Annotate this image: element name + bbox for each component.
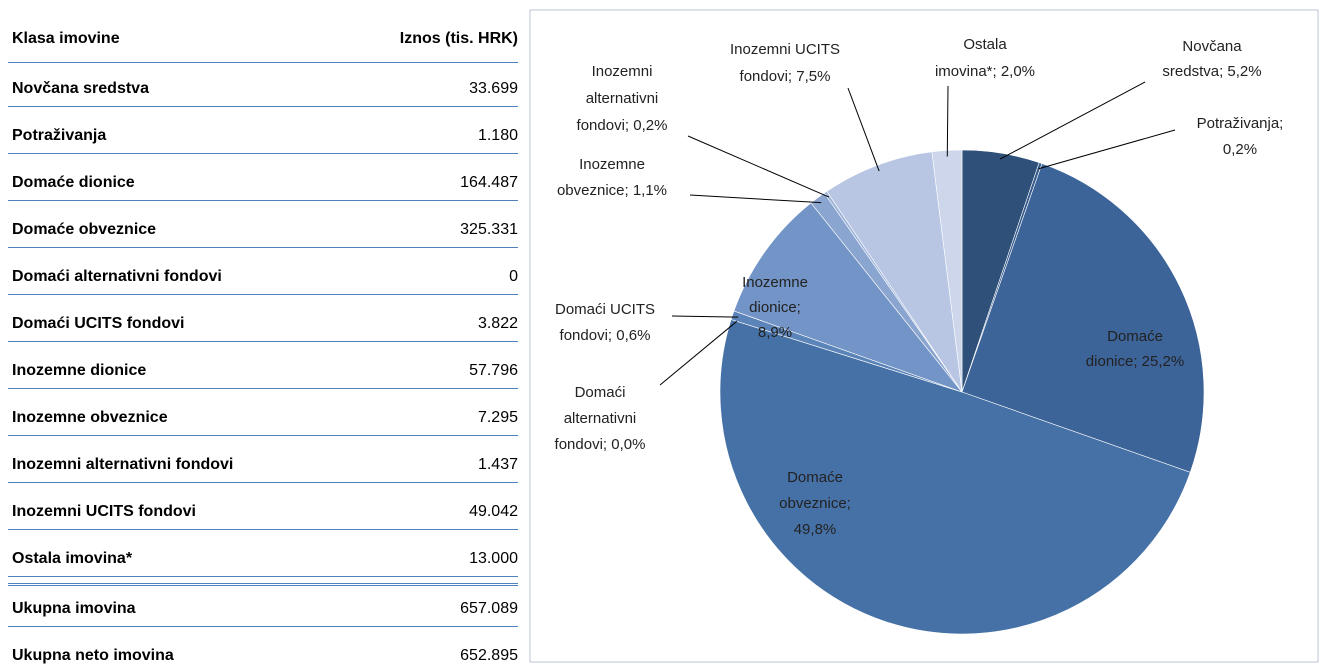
header-line (8, 62, 518, 63)
slice-label: 49,8% (794, 521, 837, 538)
row-value: 13.000 (469, 550, 518, 567)
row-value: 1.437 (477, 456, 518, 473)
slice-label: Inozemni UCITS (730, 41, 840, 58)
row-value: 0 (509, 268, 518, 285)
slice-label: fondovi; 7,5% (740, 68, 831, 85)
row-line (8, 106, 518, 107)
slice-label: Inozemni (592, 63, 653, 80)
double-line (8, 583, 518, 586)
pie-slice (961, 163, 1205, 473)
row-value: 49.042 (469, 503, 518, 520)
slice-label: fondovi; 0,6% (560, 327, 651, 344)
total-label: Ukupna neto imovina (12, 647, 174, 664)
leader-line (847, 87, 880, 172)
slice-label: Domaći (575, 384, 626, 401)
slice-label: fondovi; 0,0% (555, 436, 646, 453)
row-label: Domaći alternativni fondovi (12, 268, 222, 285)
header-cell: Iznos (tis. HRK) (399, 30, 518, 47)
row-value: 164.487 (460, 174, 518, 191)
slice-label: obveznice; (779, 495, 851, 512)
slice-label: fondovi; 0,2% (577, 117, 668, 134)
row-label: Ostala imovina* (12, 550, 133, 567)
row-line (8, 576, 518, 577)
row-label: Inozemni UCITS fondovi (12, 503, 196, 520)
row-value: 57.796 (469, 362, 518, 379)
slice-label: Potraživanja; (1197, 115, 1284, 132)
row-value: 33.699 (469, 80, 518, 97)
row-value: 7.295 (477, 409, 518, 426)
slice-label: dionice; (749, 299, 801, 316)
row-value: 1.180 (477, 127, 518, 144)
row-label: Inozemne obveznice (12, 409, 168, 426)
slice-label: 8,9% (758, 324, 792, 341)
slice-label: alternativni (564, 410, 637, 427)
row-value: 325.331 (460, 221, 518, 238)
row-line (8, 388, 518, 389)
slice-label: sredstva; 5,2% (1162, 63, 1261, 80)
leader-line (659, 320, 738, 386)
row-label: Potraživanja (12, 127, 107, 144)
slice-label: alternativni (586, 90, 659, 107)
slice-label: dionice; 25,2% (1086, 353, 1184, 370)
leader-line (687, 135, 830, 198)
pie-slice (733, 202, 963, 393)
row-label: Domaći UCITS fondovi (12, 315, 185, 332)
row-line (8, 482, 518, 483)
total-label: Ukupna imovina (12, 600, 136, 617)
row-line (8, 529, 518, 530)
row-label: Inozemni alternativni fondovi (12, 456, 234, 473)
leader-line (999, 81, 1146, 160)
row-line (8, 435, 518, 436)
slice-label: Ostala (963, 36, 1007, 53)
slice-label: imovina*; 2,0% (935, 63, 1035, 80)
leader-line (671, 315, 739, 318)
slice-label: Domaće (787, 469, 843, 486)
total-value: 652.895 (460, 647, 518, 664)
row-line (8, 626, 518, 627)
row-label: Inozemne dionice (12, 362, 147, 379)
slice-label: Inozemne (742, 274, 808, 291)
row-label: Domaće obveznice (12, 221, 157, 238)
slice-label: Domaći UCITS (555, 301, 655, 318)
leader-line (689, 194, 822, 204)
slice-label: Novčana (1182, 38, 1242, 55)
total-value: 657.089 (460, 600, 518, 617)
leader-line (1038, 129, 1176, 170)
row-line (8, 294, 518, 295)
row-line (8, 200, 518, 201)
pie-slice (719, 319, 1191, 635)
row-line (8, 247, 518, 248)
row-value: 3.822 (477, 315, 518, 332)
slice-label: obveznice; 1,1% (557, 182, 667, 199)
leader-line (946, 85, 949, 157)
row-label: Domaće dionice (12, 174, 135, 191)
row-line (8, 153, 518, 154)
slice-label: 0,2% (1223, 141, 1257, 158)
chart-frame (529, 9, 1319, 663)
row-label: Novčana sredstva (12, 80, 149, 97)
slice-label: Domaće (1107, 328, 1163, 345)
header-cell: Klasa imovine (12, 30, 120, 47)
row-line (8, 341, 518, 342)
slice-label: Inozemne (579, 156, 645, 173)
